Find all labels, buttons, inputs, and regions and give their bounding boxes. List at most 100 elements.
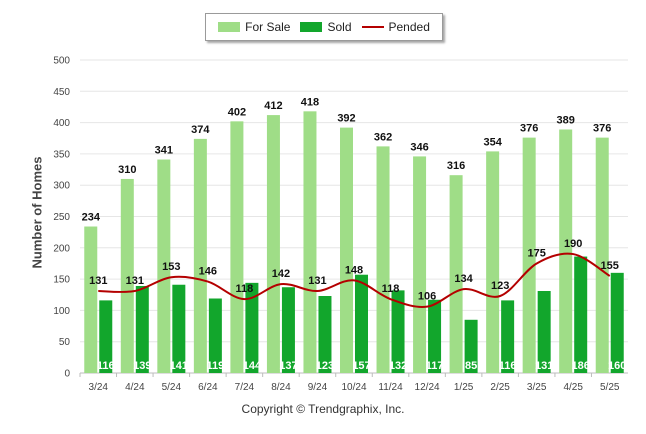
y-tick-label: 300 [53, 181, 70, 192]
y-tick-label: 0 [64, 369, 70, 380]
x-tick-label: 3/25 [527, 382, 547, 393]
x-tick-label: 4/24 [125, 382, 145, 393]
data-label-sold: 157 [352, 360, 370, 372]
y-tick-label: 500 [53, 56, 70, 67]
x-tick-label: 3/24 [89, 382, 109, 393]
data-label-pended: 190 [564, 238, 582, 250]
y-tick-label: 250 [53, 212, 70, 223]
data-label-for-sale: 374 [191, 124, 210, 136]
data-label-pended: 118 [236, 283, 254, 295]
data-label-sold: 139 [133, 360, 151, 372]
y-tick-label: 50 [59, 337, 71, 348]
data-label-sold: 123 [316, 360, 334, 372]
data-label-for-sale: 341 [155, 145, 173, 157]
bar-for-sale [486, 151, 500, 373]
legend-label-for-sale: For Sale [245, 20, 291, 34]
x-tick-label: 5/24 [162, 382, 182, 393]
data-label-for-sale: 346 [410, 141, 428, 153]
data-label-pended: 131 [126, 275, 144, 287]
bar-sold [135, 285, 149, 373]
bar-for-sale [340, 127, 353, 373]
bar-sold [318, 296, 332, 373]
data-label-sold: 116 [97, 360, 115, 372]
x-tick-label: 6/24 [198, 382, 218, 393]
y-tick-label: 400 [53, 118, 70, 129]
data-label-for-sale: 234 [82, 212, 101, 224]
data-label-pended: 123 [491, 280, 509, 292]
x-tick-label: 2/25 [490, 382, 510, 393]
legend-item-sold: Sold [300, 20, 352, 34]
copyright-text: Copyright © Trendgraphix, Inc. [241, 402, 405, 416]
y-tick-label: 450 [53, 87, 70, 98]
data-label-pended: 118 [382, 283, 400, 295]
legend-item-pended: Pended [361, 20, 430, 34]
data-label-sold: 116 [499, 360, 517, 372]
data-label-pended: 153 [162, 261, 180, 273]
x-tick-label: 10/24 [341, 382, 366, 393]
x-tick-label: 8/24 [271, 382, 291, 393]
x-tick-label: 9/24 [308, 382, 328, 393]
data-label-pended: 146 [199, 266, 217, 278]
bar-for-sale [157, 159, 171, 373]
chart-legend: For Sale Sold Pended [205, 13, 443, 41]
data-label-for-sale: 376 [593, 123, 611, 135]
bar-sold [208, 298, 222, 373]
data-label-pended: 148 [345, 264, 363, 276]
data-label-pended: 175 [527, 247, 545, 259]
data-label-sold: 85 [465, 360, 477, 372]
bar-sold [172, 284, 186, 373]
data-label-for-sale: 354 [483, 136, 502, 148]
data-label-pended: 134 [454, 273, 473, 285]
data-label-for-sale: 402 [228, 106, 246, 118]
bar-sold [501, 300, 515, 373]
bar-for-sale [230, 121, 244, 374]
data-label-sold: 119 [206, 360, 224, 372]
data-label-pended: 131 [308, 275, 326, 287]
bar-sold [281, 287, 295, 373]
data-label-sold: 186 [572, 360, 590, 372]
data-label-sold: 144 [243, 360, 262, 372]
bar-for-sale [449, 175, 463, 373]
bar-for-sale [522, 137, 536, 373]
legend-item-for-sale: For Sale [218, 20, 290, 34]
data-label-for-sale: 392 [337, 113, 355, 125]
data-label-for-sale: 412 [264, 100, 282, 112]
bar-for-sale [376, 146, 390, 373]
legend-swatch-for-sale [218, 22, 241, 32]
data-label-for-sale: 362 [374, 131, 392, 143]
bar-sold [391, 290, 405, 373]
data-label-sold: 160 [608, 360, 626, 372]
data-label-for-sale: 316 [447, 160, 465, 172]
legend-swatch-sold [300, 22, 323, 32]
bar-sold [355, 274, 368, 373]
legend-label-pended: Pended [388, 20, 430, 34]
data-label-for-sale: 389 [557, 114, 575, 126]
bar-sold [574, 256, 588, 373]
data-label-sold: 137 [279, 360, 297, 372]
data-label-for-sale: 310 [118, 164, 136, 176]
legend-label-sold: Sold [327, 20, 352, 34]
bar-for-sale [413, 156, 427, 373]
bar-sold [464, 319, 478, 373]
data-label-sold: 141 [170, 360, 188, 372]
x-tick-label: 1/25 [454, 382, 474, 393]
data-label-for-sale: 418 [301, 96, 319, 108]
bar-for-sale [193, 138, 207, 373]
data-label-pended: 142 [272, 268, 290, 280]
x-tick-label: 11/24 [378, 382, 403, 393]
x-tick-label: 4/25 [563, 382, 583, 393]
data-label-pended: 155 [601, 260, 619, 272]
bar-sold [99, 300, 113, 373]
bar-for-sale [303, 111, 317, 373]
data-label-pended: 131 [89, 275, 107, 287]
data-label-for-sale: 376 [520, 123, 538, 135]
bar-for-sale [559, 129, 573, 373]
line-pended [98, 252, 611, 308]
data-label-sold: 117 [426, 360, 444, 372]
y-tick-label: 150 [53, 275, 70, 286]
bar-for-sale [84, 226, 98, 373]
legend-swatch-pended [361, 26, 384, 28]
x-tick-label: 7/24 [235, 382, 255, 393]
x-tick-label: 5/25 [600, 382, 620, 393]
